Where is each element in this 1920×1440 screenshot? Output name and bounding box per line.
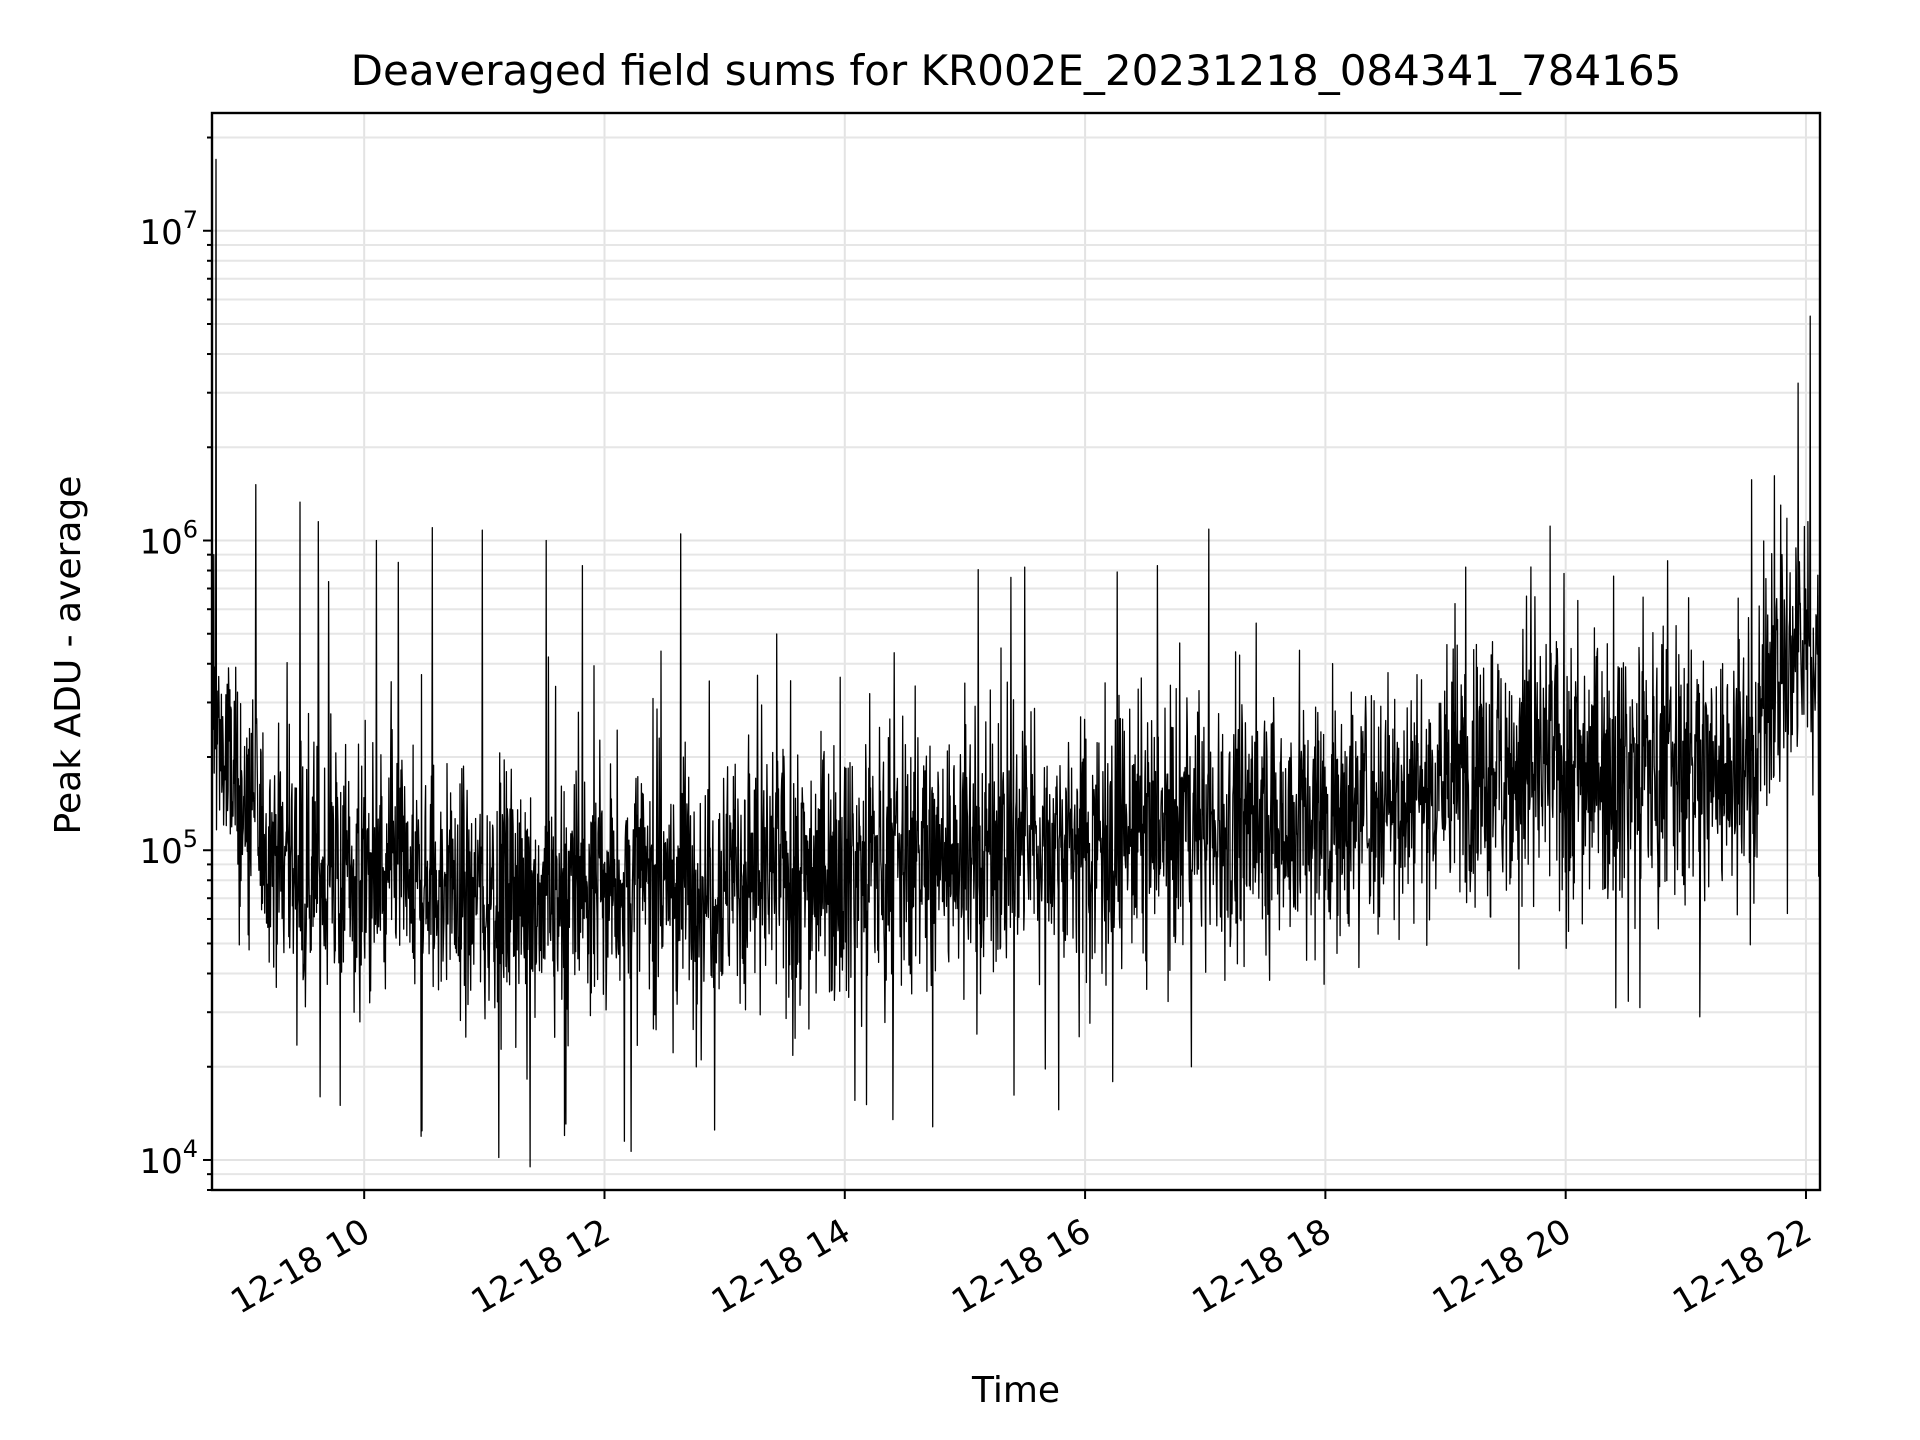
series-line xyxy=(211,158,1821,1168)
y-tick-label: 107 xyxy=(139,206,198,253)
chart-title: Deaveraged field sums for KR002E_2023121… xyxy=(351,46,1682,95)
plot-area xyxy=(211,158,1821,1168)
y-axis-label: Peak ADU - average xyxy=(48,476,89,835)
y-tick-label: 104 xyxy=(139,1135,198,1182)
y-tick-label: 105 xyxy=(139,825,198,872)
x-axis-label: Time xyxy=(971,1370,1060,1411)
y-axis: 104 105 106 107 xyxy=(139,136,212,1191)
y-tick-label: 106 xyxy=(139,516,198,563)
plot-frame xyxy=(210,111,1822,1192)
